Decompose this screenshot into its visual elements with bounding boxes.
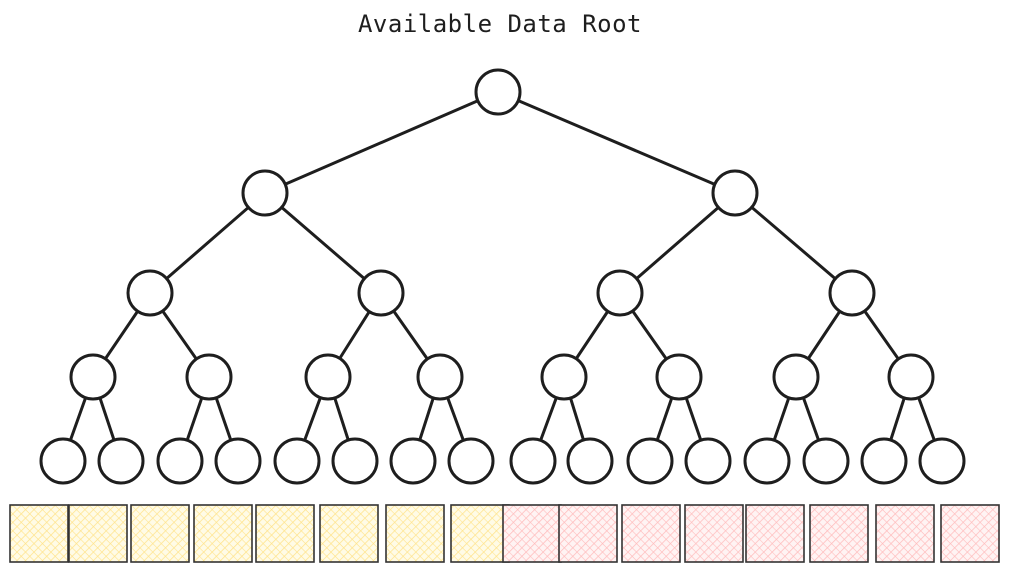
leaf-node xyxy=(684,437,732,485)
leaf-node xyxy=(918,437,966,485)
leaf-node xyxy=(156,437,204,485)
leaf-data-box-available xyxy=(450,504,510,563)
tree-node xyxy=(126,269,174,317)
leaf-node xyxy=(509,437,557,485)
leaf-data-box-unavailable xyxy=(875,504,935,563)
tree-node xyxy=(304,353,352,401)
leaf-node xyxy=(214,437,262,485)
leaf-node xyxy=(331,437,379,485)
leaf-data-box-available xyxy=(255,504,315,563)
leaf-node xyxy=(273,437,321,485)
leaf-node xyxy=(39,437,87,485)
leaf-node xyxy=(97,437,145,485)
leaf-node xyxy=(860,437,908,485)
leaf-data-box-available xyxy=(319,504,379,563)
leaf-node xyxy=(566,437,614,485)
leaf-node xyxy=(626,437,674,485)
leaf-data-box-available xyxy=(130,504,190,563)
tree-node xyxy=(241,169,289,217)
tree-node xyxy=(416,353,464,401)
leaf-data-boxes xyxy=(9,504,1000,563)
leaf-node xyxy=(802,437,850,485)
leaf-data-box-unavailable xyxy=(940,504,1000,563)
tree-node xyxy=(69,353,117,401)
tree-edges xyxy=(61,90,944,463)
leaf-data-box-available xyxy=(193,504,253,563)
tree-edge xyxy=(496,90,737,195)
tree-edge xyxy=(263,191,383,295)
leaf-data-box-unavailable xyxy=(745,504,805,563)
leaf-data-box-unavailable xyxy=(809,504,869,563)
leaf-node xyxy=(447,437,495,485)
tree-edge xyxy=(733,191,854,295)
tree-node xyxy=(711,169,759,217)
tree-node xyxy=(540,353,588,401)
tree-edge xyxy=(263,90,500,195)
tree-node xyxy=(596,269,644,317)
tree-node xyxy=(357,269,405,317)
diagram-title: Available Data Root xyxy=(357,10,643,38)
tree-edge xyxy=(148,191,267,295)
tree-nodes xyxy=(39,68,966,485)
tree-node xyxy=(655,353,703,401)
leaf-data-box-unavailable xyxy=(502,504,562,563)
leaf-node xyxy=(389,437,437,485)
tree-node xyxy=(887,353,935,401)
root-node xyxy=(474,68,522,116)
leaf-data-box-unavailable xyxy=(684,504,744,563)
tree-node xyxy=(772,353,820,401)
leaf-data-box-unavailable xyxy=(621,504,681,563)
leaf-data-box-available xyxy=(68,504,128,563)
leaf-data-box-unavailable xyxy=(558,504,618,563)
leaf-node xyxy=(743,437,791,485)
tree-node xyxy=(185,353,233,401)
leaf-data-box-available xyxy=(9,504,69,563)
leaf-data-box-available xyxy=(385,504,445,563)
tree-edge xyxy=(618,191,737,295)
tree-node xyxy=(828,269,876,317)
